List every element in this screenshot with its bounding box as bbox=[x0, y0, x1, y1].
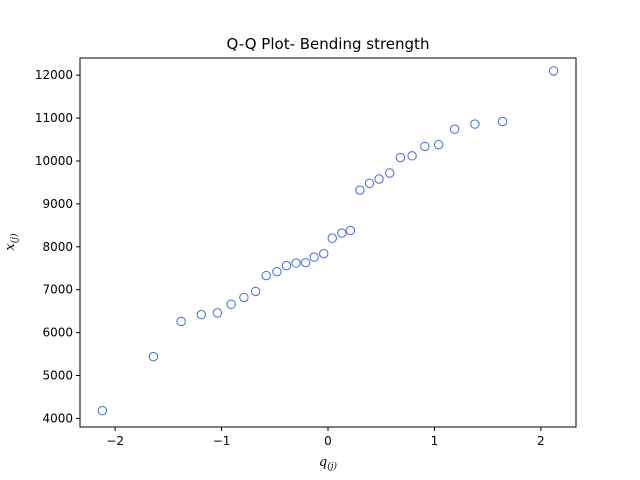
y-tick-label: 10000 bbox=[35, 154, 73, 168]
x-axis-label: q(j) bbox=[319, 455, 338, 472]
y-tick-label: 6000 bbox=[42, 326, 73, 340]
x-tick-label: 1 bbox=[431, 434, 439, 448]
data-point bbox=[239, 292, 249, 303]
y-axis-ticks: 4000 5000 6000 7000 8000 9000 10000 11000 12000 bbox=[35, 68, 80, 425]
data-point bbox=[196, 309, 207, 320]
y-tick-label: 5000 bbox=[42, 369, 73, 383]
data-point bbox=[497, 116, 508, 127]
y-tick-label: 8000 bbox=[42, 240, 73, 254]
data-point bbox=[148, 351, 159, 362]
data-point bbox=[176, 316, 186, 327]
data-point bbox=[291, 258, 301, 268]
data-point bbox=[300, 257, 311, 268]
x-axis-ticks: −2 −1 0 1 2 bbox=[106, 427, 545, 448]
data-point bbox=[374, 174, 384, 184]
data-point bbox=[420, 141, 430, 152]
y-tick-label: 11000 bbox=[35, 111, 73, 125]
data-point bbox=[261, 270, 271, 281]
y-tick-label: 7000 bbox=[42, 283, 73, 297]
data-point bbox=[272, 266, 282, 277]
data-point bbox=[226, 299, 236, 309]
data-point bbox=[281, 260, 292, 271]
data-point bbox=[364, 178, 375, 188]
x-tick-label: −2 bbox=[106, 434, 124, 448]
y-tick-label: 4000 bbox=[42, 411, 73, 425]
data-point bbox=[433, 139, 444, 150]
y-axis-label: x(j) bbox=[3, 233, 20, 251]
y-tick-label: 12000 bbox=[35, 68, 73, 82]
x-tick-label: −1 bbox=[213, 434, 231, 448]
x-axis-label-main: q bbox=[319, 455, 327, 470]
data-point bbox=[470, 119, 480, 129]
data-point bbox=[309, 252, 319, 262]
x-axis-label-sub: (j) bbox=[327, 461, 337, 472]
data-point bbox=[97, 405, 108, 416]
data-point bbox=[355, 185, 365, 195]
data-point bbox=[319, 248, 329, 259]
data-points bbox=[97, 66, 559, 416]
data-point bbox=[250, 286, 261, 297]
x-tick-label: 0 bbox=[324, 434, 332, 448]
data-point bbox=[345, 225, 356, 236]
data-point bbox=[395, 152, 406, 163]
data-point bbox=[407, 151, 417, 161]
data-point bbox=[327, 233, 337, 243]
data-point bbox=[385, 168, 395, 178]
chart-title: Q-Q Plot- Bending strength bbox=[227, 35, 430, 53]
data-point bbox=[449, 124, 460, 134]
x-tick-label: 2 bbox=[537, 434, 545, 448]
data-point bbox=[337, 228, 347, 238]
data-point bbox=[212, 308, 223, 318]
y-tick-label: 9000 bbox=[42, 197, 73, 211]
y-axis-label-main: x bbox=[3, 243, 18, 251]
y-axis-label-sub: (j) bbox=[9, 233, 20, 243]
data-point bbox=[548, 66, 559, 76]
